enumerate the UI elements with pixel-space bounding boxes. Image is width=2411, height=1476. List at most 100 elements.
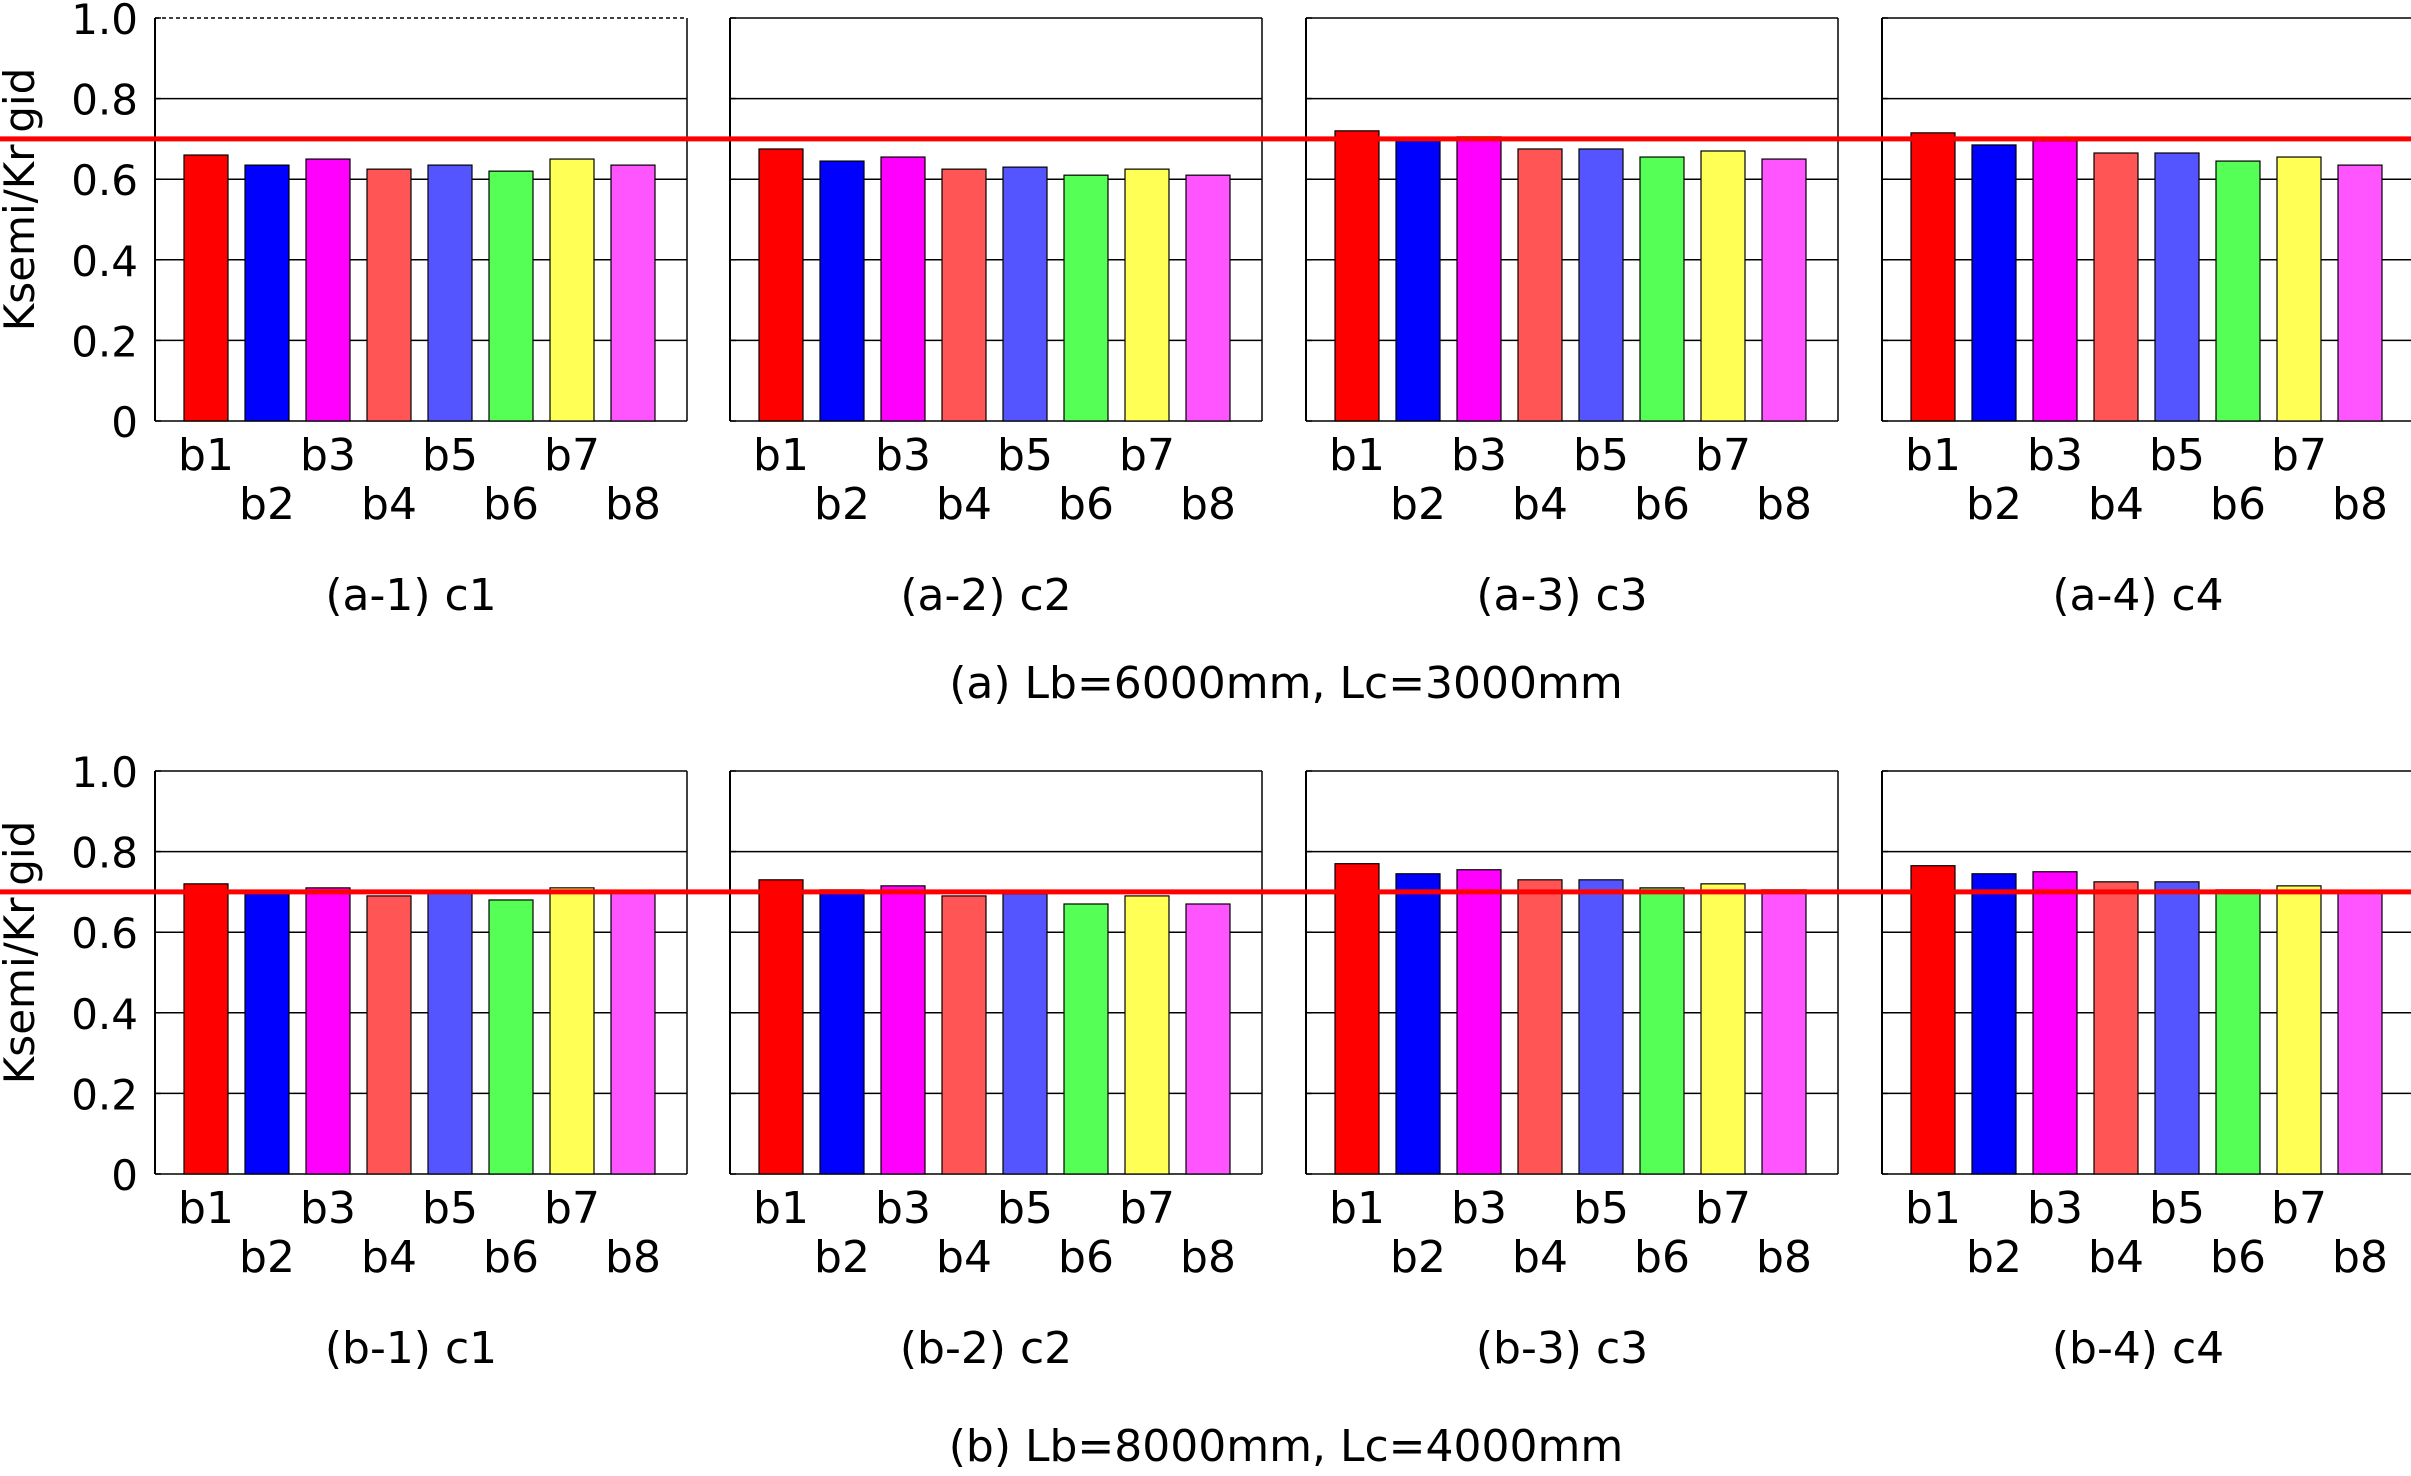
bar-b1 [1334, 863, 1380, 1175]
bar-b5 [1578, 879, 1624, 1175]
bar-b7 [1124, 895, 1170, 1175]
category-label: b8 [605, 479, 661, 530]
bar-b8 [1185, 903, 1231, 1175]
bar-b4 [2093, 152, 2139, 422]
bar-b8 [610, 891, 656, 1175]
y-tick-label: 1.0 [71, 748, 138, 797]
bar-b8 [2337, 891, 2383, 1175]
bar-b3 [305, 158, 351, 422]
bar-b2 [1395, 873, 1441, 1175]
bar-b1 [1334, 130, 1380, 422]
bar-b2 [819, 889, 865, 1175]
bar-b6 [1063, 174, 1109, 422]
y-tick-label: 0.8 [71, 76, 138, 125]
bar-b4 [1517, 148, 1563, 422]
bar-b3 [880, 885, 926, 1175]
bar-b3 [2032, 140, 2078, 422]
bar-b1 [1910, 132, 1956, 422]
group-label-b: (b) Lb=8000mm, Lc=4000mm [949, 1421, 1624, 1472]
category-label: b7 [544, 1183, 600, 1234]
bar-b2 [1971, 873, 2017, 1175]
category-label: b4 [361, 479, 417, 530]
bar-b3 [2032, 871, 2078, 1175]
bar-b6 [1639, 156, 1685, 422]
bar-b1 [758, 148, 804, 422]
category-label: b6 [1634, 1232, 1690, 1283]
category-label: b1 [1905, 1183, 1961, 1234]
category-label: b5 [1573, 1183, 1629, 1234]
bar-b6 [2215, 889, 2261, 1175]
y-axis-label: Ksemi/Krigid [0, 821, 44, 1084]
bar-b8 [1761, 889, 1807, 1175]
category-label: b5 [997, 1183, 1053, 1234]
category-label: b8 [1756, 1232, 1812, 1283]
y-tick-label: 0.8 [71, 829, 138, 878]
category-label: b3 [2027, 1183, 2083, 1234]
bar-b8 [1185, 174, 1231, 422]
bar-b7 [1700, 150, 1746, 422]
category-label: b1 [178, 430, 234, 481]
bar-b6 [1639, 887, 1685, 1175]
category-label: b4 [936, 479, 992, 530]
bar-b5 [1002, 166, 1048, 422]
category-label: b2 [239, 1232, 295, 1283]
category-label: b6 [2210, 479, 2266, 530]
bar-b8 [610, 164, 656, 422]
bar-b7 [2276, 156, 2322, 422]
y-tick-label: 1.0 [71, 0, 138, 44]
panel-title: (b-3) c3 [1476, 1323, 1648, 1374]
y-tick-label: 0.4 [71, 237, 138, 286]
y-tick-label: 0 [111, 1151, 138, 1200]
bar-b3 [305, 887, 351, 1175]
bar-b5 [2154, 881, 2200, 1175]
category-label: b3 [300, 1183, 356, 1234]
category-label: b4 [361, 1232, 417, 1283]
category-label: b7 [1119, 1183, 1175, 1234]
category-label: b3 [2027, 430, 2083, 481]
category-label: b4 [1512, 479, 1568, 530]
bar-b4 [366, 168, 412, 422]
category-label: b6 [1058, 1232, 1114, 1283]
category-label: b1 [178, 1183, 234, 1234]
category-label: b8 [1180, 479, 1236, 530]
category-label: b2 [814, 1232, 870, 1283]
bar-b5 [1578, 148, 1624, 422]
bar-b4 [366, 895, 412, 1175]
category-label: b5 [422, 430, 478, 481]
bar-b8 [2337, 164, 2383, 422]
bar-b6 [2215, 160, 2261, 422]
category-label: b4 [1512, 1232, 1568, 1283]
bar-b7 [2276, 885, 2322, 1175]
bar-b8 [1761, 158, 1807, 422]
category-label: b8 [1180, 1232, 1236, 1283]
bar-b4 [1517, 879, 1563, 1175]
panel-title: (b-1) c1 [325, 1323, 497, 1374]
bar-b3 [1456, 136, 1502, 422]
category-label: b7 [2271, 1183, 2327, 1234]
category-label: b7 [544, 430, 600, 481]
category-label: b2 [239, 479, 295, 530]
group-label-a: (a) Lb=6000mm, Lc=3000mm [949, 658, 1623, 709]
panel-title: (a-3) c3 [1476, 570, 1647, 621]
bar-b7 [549, 158, 595, 422]
category-label: b8 [2332, 479, 2388, 530]
category-label: b3 [300, 430, 356, 481]
category-label: b4 [2088, 1232, 2144, 1283]
y-tick-label: 0.4 [71, 990, 138, 1039]
bar-b7 [1124, 168, 1170, 422]
category-label: b1 [753, 1183, 809, 1234]
category-label: b7 [1119, 430, 1175, 481]
bar-b2 [244, 893, 290, 1175]
panel-title: (a-2) c2 [900, 570, 1071, 621]
category-label: b7 [2271, 430, 2327, 481]
category-label: b3 [1451, 430, 1507, 481]
y-tick-label: 0.6 [71, 909, 138, 958]
charts: b1b2b3b4b5b6b7b800.20.40.60.81.0Ksemi/Kr… [0, 0, 2411, 1374]
category-label: b4 [936, 1232, 992, 1283]
